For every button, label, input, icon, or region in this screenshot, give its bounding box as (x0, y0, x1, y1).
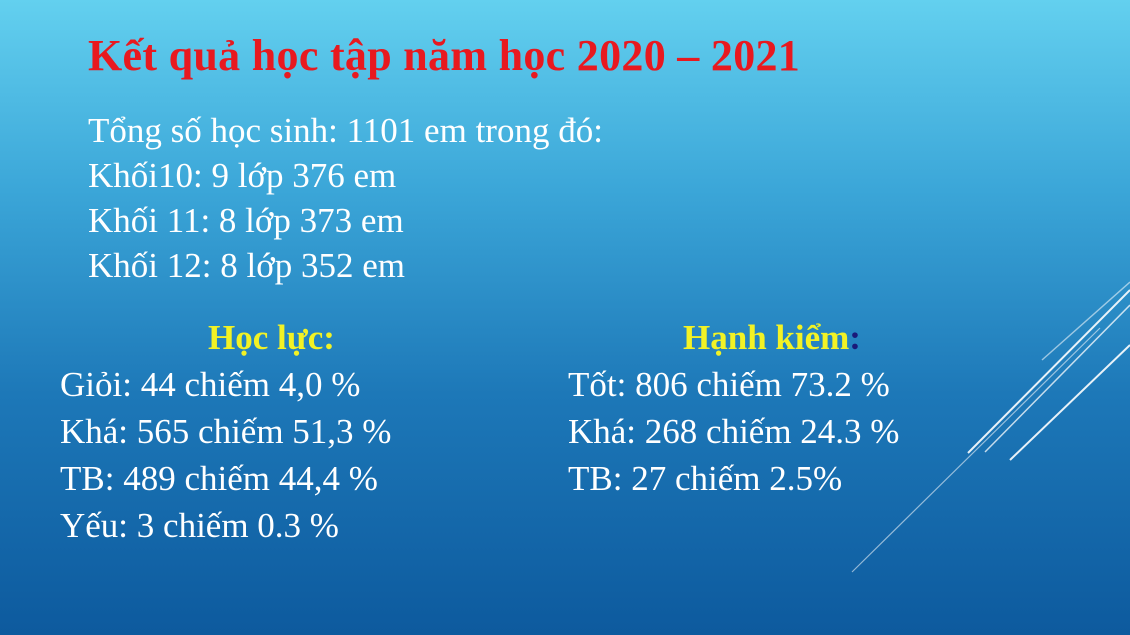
deco-line (967, 289, 1130, 454)
deco-line (984, 304, 1130, 453)
conduct-results-heading: Hạnh kiểm: (568, 314, 899, 361)
enrollment-summary: Tổng số học sinh: 1101 em trong đó: Khối… (88, 108, 603, 288)
conduct-heading-colon: : (849, 318, 861, 357)
grade-12-line: Khối 12: 8 lớp 352 em (88, 246, 405, 285)
academic-excellent-line: Giỏi: 44 chiếm 4,0 % (60, 365, 361, 404)
grade-10-line: Khối10: 9 lớp 376 em (88, 156, 397, 195)
academic-average-line: TB: 489 chiếm 44,4 % (60, 459, 378, 498)
deco-line (1041, 281, 1130, 361)
conduct-excellent-line: Tốt: 806 chiếm 73.2 % (568, 365, 890, 404)
conduct-good-line: Khá: 268 chiếm 24.3 % (568, 412, 900, 451)
total-students-line: Tổng số học sinh: 1101 em trong đó: (88, 111, 603, 150)
conduct-average-line: TB: 27 chiếm 2.5% (568, 459, 843, 498)
slide-title: Kết quả học tập năm học 2020 – 2021 (88, 31, 801, 80)
deco-line (851, 327, 1101, 573)
deco-line (1009, 344, 1130, 461)
academic-weak-line: Yếu: 3 chiếm 0.3 % (60, 506, 339, 545)
academic-good-line: Khá: 565 chiếm 51,3 % (60, 412, 392, 451)
conduct-results-column: Hạnh kiểm: Tốt: 806 chiếm 73.2 % Khá: 26… (568, 314, 899, 502)
academic-results-heading: Học lực: (208, 318, 335, 357)
academic-results-column: Học lực: Giỏi: 44 chiếm 4,0 % Khá: 565 c… (60, 314, 391, 549)
grade-11-line: Khối 11: 8 lớp 373 em (88, 201, 404, 240)
conduct-heading-text: Hạnh kiểm (683, 318, 850, 357)
